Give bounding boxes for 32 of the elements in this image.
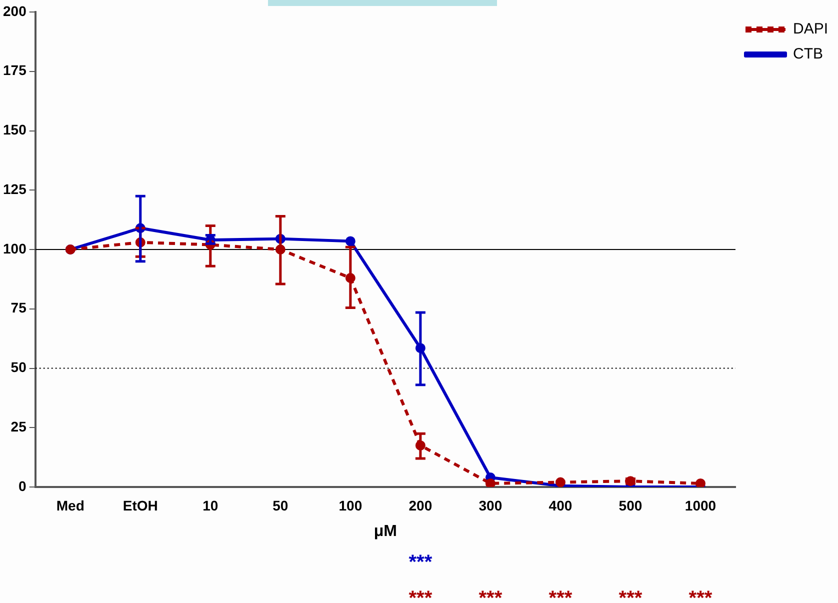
text: *** <box>548 588 572 603</box>
x-tick-label: 500 <box>618 497 642 514</box>
x-tick-label: EtOH <box>122 497 158 514</box>
y-tick-label: 175 <box>3 62 27 78</box>
y-tick-label: 50 <box>10 359 27 376</box>
text: *** <box>408 552 432 574</box>
x-tick-label: 200 <box>408 497 432 514</box>
text: *** <box>478 588 502 603</box>
y-tick-label: 200 <box>3 2 27 19</box>
x-tick-label: 1000 <box>684 497 716 514</box>
legend-label: CTB <box>792 46 823 63</box>
y-tick-label: 75 <box>10 300 27 316</box>
x-tick-label: Med <box>56 497 84 514</box>
y-tick-label: 150 <box>3 122 27 138</box>
x-tick-label: 300 <box>478 497 502 514</box>
x-axis-title: μM <box>374 522 397 540</box>
point <box>485 478 496 487</box>
x-tick-label: 50 <box>272 497 288 514</box>
text: *** <box>618 588 642 603</box>
x-tick-label: 100 <box>338 497 362 514</box>
x-tick-label: 10 <box>202 497 218 514</box>
point <box>345 236 356 246</box>
y-tick-label: 125 <box>3 180 27 197</box>
y-tick-label: 100 <box>3 240 27 256</box>
y-tick-label: 25 <box>10 418 27 434</box>
text: *** <box>688 588 712 603</box>
legend-label: DAPI <box>792 20 828 38</box>
x-tick-label: 400 <box>548 497 572 514</box>
point <box>555 477 566 487</box>
text: *** <box>408 588 432 603</box>
point <box>695 478 706 487</box>
y-tick-label: 0 <box>18 478 27 494</box>
